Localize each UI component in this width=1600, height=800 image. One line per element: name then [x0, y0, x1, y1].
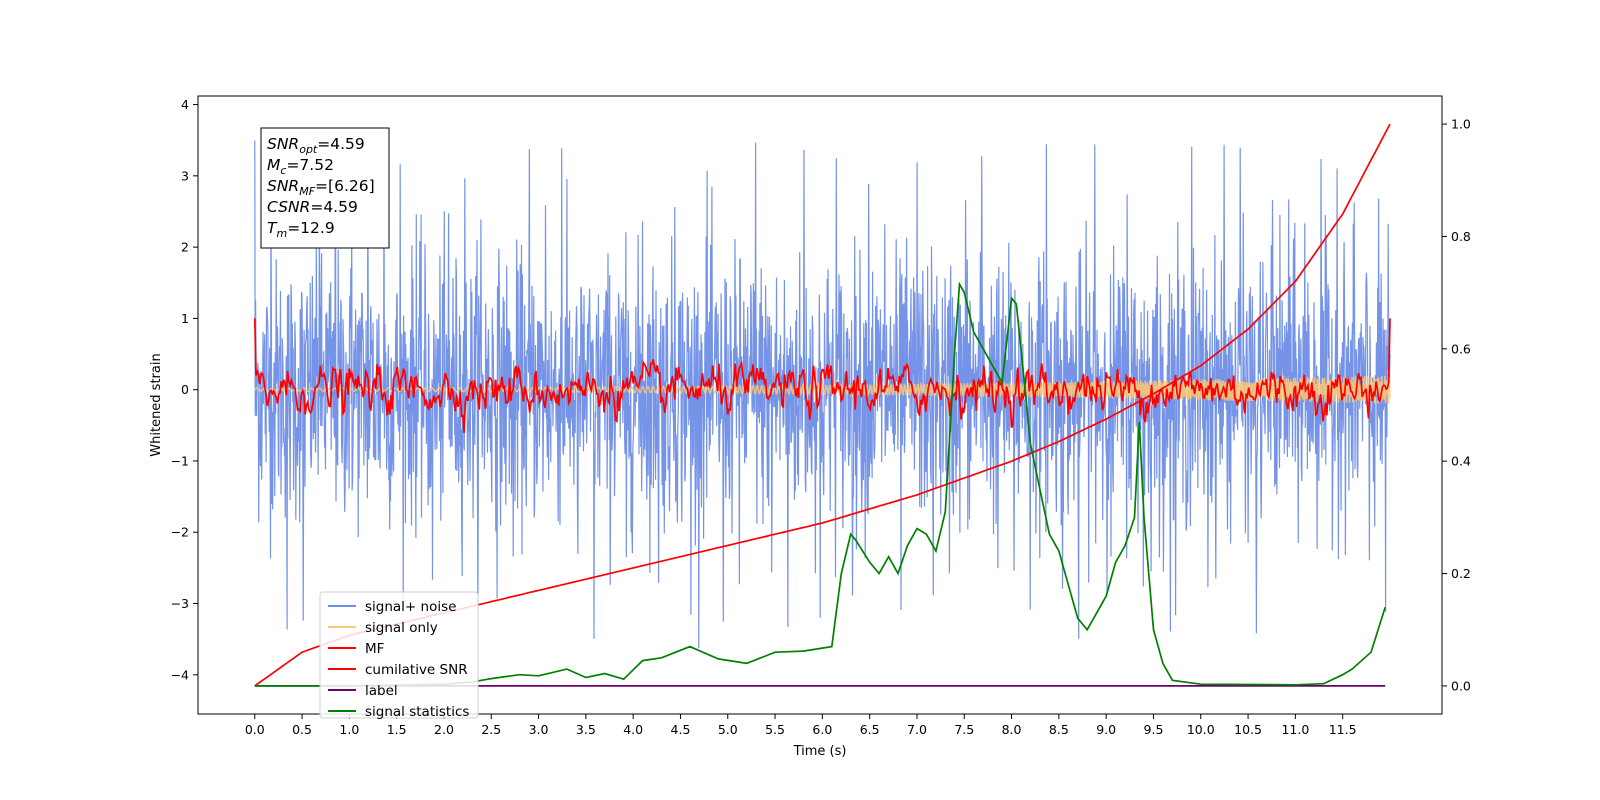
x-tick-label: 3.0 [529, 722, 549, 737]
legend-entry: signal statistics [365, 704, 469, 720]
legend-entry: MF [365, 641, 384, 657]
x-tick-label: 11.0 [1281, 722, 1309, 737]
y-tick-label: 0 [181, 382, 189, 397]
x-tick-label: 6.0 [812, 722, 832, 737]
x-tick-label: 1.5 [387, 722, 407, 737]
x-tick-label: 9.0 [1096, 722, 1116, 737]
y-tick-label: 1 [181, 311, 189, 326]
y2-tick-label: 0.2 [1451, 566, 1471, 581]
annotation-frame [260, 127, 390, 249]
x-tick-label: 9.5 [1144, 722, 1164, 737]
x-tick-label: 4.5 [671, 722, 691, 737]
y-tick-label: 4 [181, 97, 189, 112]
y-tick-label: −3 [171, 596, 189, 611]
x-tick-label: 1.0 [339, 722, 359, 737]
annotation-line: Mc=7.52 [267, 156, 334, 177]
x-tick-label: 2.5 [481, 722, 501, 737]
y2-tick-label: 0.8 [1451, 229, 1471, 244]
x-tick-label: 3.5 [576, 722, 596, 737]
y2-tick-label: 0.4 [1451, 454, 1471, 469]
x-tick-label: 10.5 [1234, 722, 1262, 737]
x-tick-label: 5.5 [765, 722, 785, 737]
legend-entry: cumilative SNR [365, 662, 468, 678]
y-tick-label: 2 [181, 240, 189, 255]
y2-axis-ticks: 1.0 0.8 0.6 0.4 0.2 0.0 [1442, 117, 1471, 693]
x-tick-label: 8.5 [1049, 722, 1069, 737]
x-tick-label: 0.5 [292, 722, 312, 737]
x-tick-label: 7.5 [954, 722, 974, 737]
legend-entry: label [365, 683, 398, 699]
x-tick-label: 11.5 [1329, 722, 1357, 737]
y2-tick-label: 0.0 [1451, 678, 1471, 693]
y-tick-label: −1 [171, 453, 189, 468]
series-line-5 [254, 281, 1387, 687]
y2-tick-label: 1.0 [1451, 117, 1471, 132]
x-tick-label: 4.0 [623, 722, 643, 737]
x-tick-label: 7.0 [907, 722, 927, 737]
series-line-1 [254, 375, 1391, 404]
x-axis-label: Time (s) [793, 744, 847, 759]
series-line-2 [253, 318, 1391, 433]
y2-tick-label: 0.6 [1451, 341, 1471, 356]
x-tick-label: 6.5 [860, 722, 880, 737]
plot-area [197, 95, 1443, 715]
annotation-line: SNRopt=4.59 [267, 135, 365, 156]
x-tick-label: 10.0 [1187, 722, 1215, 737]
annotation-line: Tm=12.9 [267, 219, 335, 240]
y-axis-label: Whitened strain [149, 353, 164, 456]
annotation-line: CSNR=4.59 [267, 198, 358, 216]
y-axis-ticks: 4 3 2 1 0 −1 −2 −3 −4 [171, 97, 198, 682]
legend: signal+ noise signal only MF cumilative SNR… [319, 591, 479, 720]
y-tick-label: −2 [171, 525, 189, 540]
x-tick-label: 2.0 [434, 722, 454, 737]
y-tick-label: 3 [181, 168, 189, 183]
x-tick-label: 8.0 [1002, 722, 1022, 737]
legend-entry: signal only [365, 620, 438, 636]
legend-frame [319, 591, 479, 719]
x-tick-label: 0.0 [245, 722, 265, 737]
x-axis-ticks: 0.0 0.5 1.0 1.5 2.0 2.5 3.0 3.5 4.0 4.5 5.0 5.5 6.0 6… [245, 714, 1357, 737]
x-tick-label: 5.0 [718, 722, 738, 737]
annotation-line: SNRMF=[6.26] [267, 177, 375, 198]
legend-entry: signal+ noise [365, 599, 456, 615]
y-tick-label: −4 [171, 667, 189, 682]
series-line-0 [254, 140, 1391, 649]
